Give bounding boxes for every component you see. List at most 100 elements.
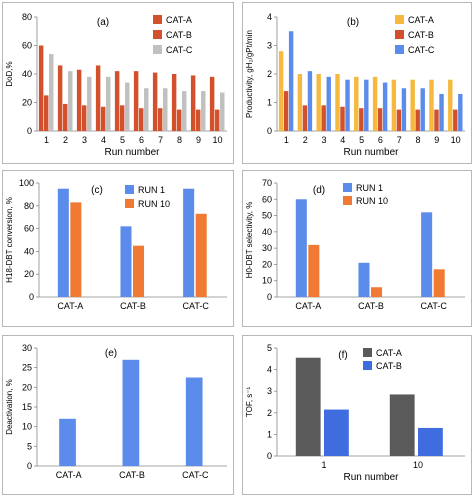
chart-b-bar [326, 76, 331, 131]
chart-b-legend-swatch [395, 45, 404, 54]
chart-a-ytick-label: 40 [22, 69, 32, 79]
chart-a-panel-label: (a) [97, 17, 109, 28]
chart-f-bar [418, 427, 443, 456]
chart-f-category-label: 10 [413, 460, 423, 470]
chart-e: 0 5 10 15 20 25 30 CAT-A CAT-B CAT-C Deactivation,… [5, 343, 227, 480]
chart-f-panel-label: (f) [338, 350, 347, 361]
chart-b-bar [316, 74, 321, 131]
chart-d: 0 10 20 30 40 50 60 70 CAT-A CAT-B CAT-C H0-DBT sel… [245, 178, 465, 311]
panel-f: 0 1 2 3 4 5 1 10 Run number TOF, s⁻¹ (f) CAT-A CAT-B [242, 335, 472, 495]
chart-c: 0 20 40 60 80 100 CAT-A CAT-B CAT-C H18-DBT conve… [5, 178, 227, 311]
chart-b-category-label: 4 [340, 135, 345, 145]
chart-d-ylabel: H0-DBT selectivity, % [245, 202, 254, 279]
chart-d-category-label: CAT-A [295, 301, 321, 311]
chart-b: 0 1 2 3 4 1 2 3 4 5 6 7 8 9 10 Run number Productivity, … [245, 12, 465, 158]
chart-d-ytick-label: 20 [262, 259, 272, 269]
chart-a-bar [182, 91, 187, 131]
chart-b-bar [401, 88, 407, 131]
chart-b-bar [288, 31, 294, 131]
chart-a-bar [62, 103, 68, 131]
chart-b-legend-swatch [395, 15, 404, 24]
chart-a-bar [76, 69, 82, 131]
chart-c-bar [57, 188, 69, 297]
chart-c-legend-swatch [125, 185, 134, 194]
chart-a-bar [43, 95, 49, 132]
chart-b-category-label: 1 [284, 135, 289, 145]
chart-b-legend-swatch [395, 30, 404, 39]
chart-b-bar [382, 82, 388, 131]
chart-e-ytick-label: 20 [22, 382, 32, 392]
chart-f-ytick-label: 0 [267, 451, 272, 461]
chart-a-bar [144, 88, 149, 131]
chart-a-bar [133, 71, 139, 131]
chart-a-ytick-label: 20 [22, 98, 32, 108]
chart-f: 0 1 2 3 4 5 1 10 Run number TOF, s⁻¹ (f) CAT-A CAT-B [245, 343, 465, 483]
chart-e-panel-label: (e) [105, 348, 117, 359]
chart-a-bar [190, 75, 196, 131]
chart-a-legend-label: CAT-C [166, 45, 193, 55]
chart-a-bar [201, 91, 206, 131]
chart-a-bar [171, 74, 177, 131]
chart-b-bar [354, 76, 359, 131]
chart-a-xlabel: Run number [104, 147, 160, 158]
chart-b-category-label: 5 [359, 135, 364, 145]
chart-d-bar [358, 262, 370, 297]
chart-a-bar [68, 71, 73, 131]
chart-c-bar [183, 188, 195, 297]
chart-d-category-label: CAT-B [358, 301, 384, 311]
chart-a-bar [106, 76, 111, 131]
chart-b-bar [278, 51, 284, 132]
chart-d-bar [371, 287, 383, 297]
chart-f-legend-label: CAT-A [376, 348, 402, 358]
chart-a-bar [125, 82, 130, 131]
chart-a-legend-swatch [153, 45, 162, 54]
chart-c-legend-label: RUN 1 [138, 185, 165, 195]
chart-b-bar [297, 74, 303, 131]
chart-f-bar [389, 394, 415, 456]
chart-a-bar [220, 92, 225, 131]
chart-a-category-label: 8 [177, 135, 182, 145]
chart-a-bar [114, 71, 120, 131]
chart-b-bar [391, 79, 397, 131]
chart-e-ytick-label: 0 [27, 461, 32, 471]
chart-e-category-label: CAT-C [182, 470, 209, 480]
chart-a-category-label: 9 [196, 135, 201, 145]
chart-b-bar [302, 105, 308, 131]
chart-e-bar [122, 359, 140, 466]
chart-a-ytick-label: 80 [22, 12, 32, 22]
chart-a-bar [57, 65, 63, 131]
chart-f-ytick-label: 5 [267, 343, 272, 353]
chart-e-bar [59, 418, 76, 466]
panel-c: 0 20 40 60 80 100 CAT-A CAT-B CAT-C H18-DBT conve… [2, 170, 234, 327]
chart-b-bar [429, 79, 434, 131]
chart-d-legend-swatch [343, 183, 352, 192]
chart-a: 0 20 40 60 80 1 2 3 4 5 6 7 8 9 10 Run number DoD,% (a) CA… [5, 12, 227, 158]
chart-b-bar [345, 79, 350, 131]
chart-c-ytick-label: 20 [24, 269, 34, 279]
chart-e-ytick-label: 30 [22, 343, 32, 353]
chart-d-bar [308, 244, 320, 297]
chart-c-legend-swatch [125, 199, 134, 208]
chart-c-category-label: CAT-C [182, 301, 209, 311]
chart-a-bar [38, 45, 44, 131]
panel-e: 0 5 10 15 20 25 30 CAT-A CAT-B CAT-C Deactivation,… [2, 335, 234, 495]
chart-d-panel-label: (d) [313, 185, 325, 196]
chart-a-bar [152, 72, 158, 131]
chart-b-legend-label: CAT-A [408, 15, 434, 25]
chart-a-ytick-label: 60 [22, 41, 32, 51]
chart-a-bar [49, 54, 54, 131]
chart-b-bar [364, 79, 369, 131]
chart-a-bar [214, 109, 220, 132]
chart-b-ytick-label: 0 [267, 126, 272, 136]
chart-d-ytick-label: 50 [262, 211, 272, 221]
chart-d-legend-swatch [343, 196, 352, 205]
chart-f-bar [324, 409, 349, 456]
chart-d-ytick-label: 0 [267, 292, 272, 302]
chart-b-bar [340, 106, 345, 131]
chart-c-ytick-label: 100 [19, 178, 34, 188]
chart-d-bar [421, 212, 433, 297]
chart-d-ytick-label: 40 [262, 227, 272, 237]
chart-e-category-label: CAT-B [119, 470, 145, 480]
chart-b-bar [335, 74, 340, 131]
chart-b-ytick-label: 3 [267, 41, 272, 51]
